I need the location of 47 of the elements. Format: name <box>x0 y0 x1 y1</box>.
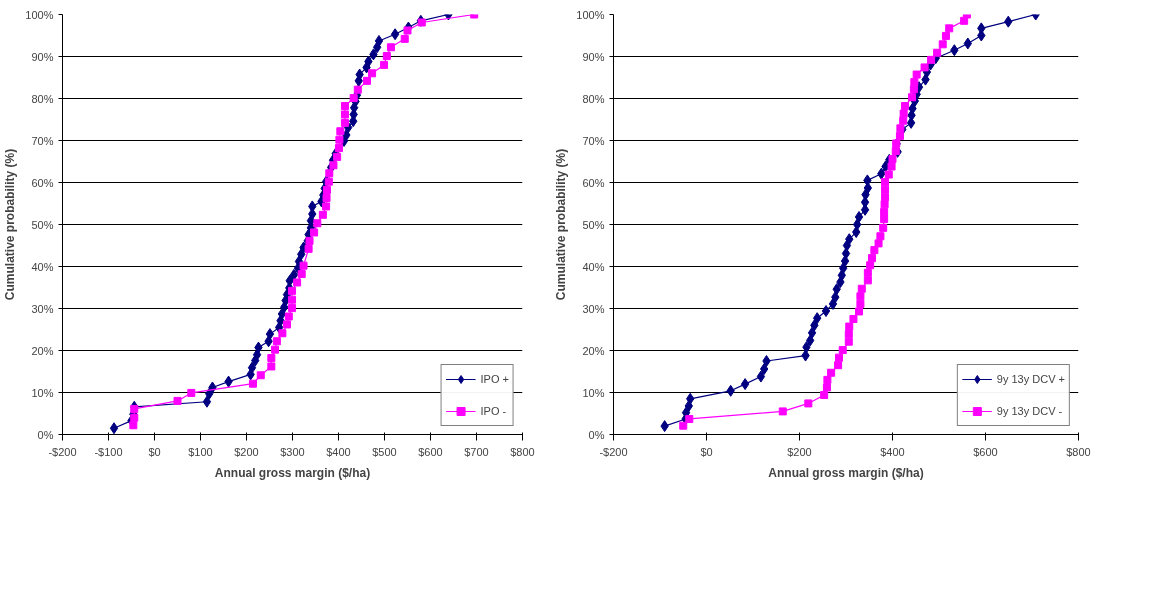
y-tick-label: 20% <box>582 344 605 357</box>
x-tick-label: $400 <box>326 445 351 458</box>
x-axis-title: Annual gross margin ($/ha) <box>768 465 924 480</box>
y-tick-label: 80% <box>31 92 54 105</box>
y-axis-title: Cumulative probability (%) <box>3 148 18 301</box>
x-tick-label: -$100 <box>94 445 123 458</box>
x-tick-label: -$200 <box>599 445 628 458</box>
y-tick-label: 90% <box>31 50 54 63</box>
y-tick-label: 50% <box>582 218 605 231</box>
x-tick-label: $400 <box>880 445 905 458</box>
x-tick-label: $100 <box>188 445 213 458</box>
legend-label: IPO + <box>480 373 509 385</box>
y-tick-label: 10% <box>31 386 54 399</box>
y-tick-label: 80% <box>582 92 605 105</box>
y-tick-label: 0% <box>588 428 605 441</box>
y-tick-label: 40% <box>582 260 605 273</box>
y-tick-label: 40% <box>31 260 54 273</box>
x-tick-label: $0 <box>700 445 713 458</box>
legend-label: 9y 13y DCV + <box>996 373 1065 385</box>
x-tick-label: $0 <box>148 445 161 458</box>
x-tick-label: $700 <box>464 445 489 458</box>
y-tick-label: 100% <box>576 8 605 21</box>
legend-label: 9y 13y DCV - <box>996 405 1063 417</box>
y-tick-label: 70% <box>31 134 54 147</box>
x-tick-label: $600 <box>973 445 998 458</box>
y-tick-label: 0% <box>37 428 54 441</box>
x-tick-label: $200 <box>787 445 812 458</box>
y-tick-label: 50% <box>31 218 54 231</box>
legend-label: IPO - <box>480 405 507 417</box>
x-tick-label: $200 <box>234 445 259 458</box>
y-tick-label: 100% <box>25 8 54 21</box>
y-tick-label: 30% <box>582 302 605 315</box>
y-axis-title: Cumulative probability (%) <box>554 148 569 301</box>
x-axis-title: Annual gross margin ($/ha) <box>214 465 371 480</box>
x-tick-label: -$200 <box>48 445 77 458</box>
y-tick-label: 20% <box>31 344 54 357</box>
y-tick-label: 10% <box>582 386 605 399</box>
y-tick-label: 60% <box>582 176 605 189</box>
x-tick-label: $800 <box>510 445 535 458</box>
x-tick-label: $600 <box>418 445 443 458</box>
y-tick-label: 90% <box>582 50 605 63</box>
y-tick-label: 70% <box>582 134 605 147</box>
x-tick-label: $300 <box>280 445 305 458</box>
x-tick-label: $500 <box>372 445 397 458</box>
x-tick-label: $800 <box>1066 445 1091 458</box>
y-tick-label: 30% <box>31 302 54 315</box>
y-tick-label: 60% <box>31 176 54 189</box>
